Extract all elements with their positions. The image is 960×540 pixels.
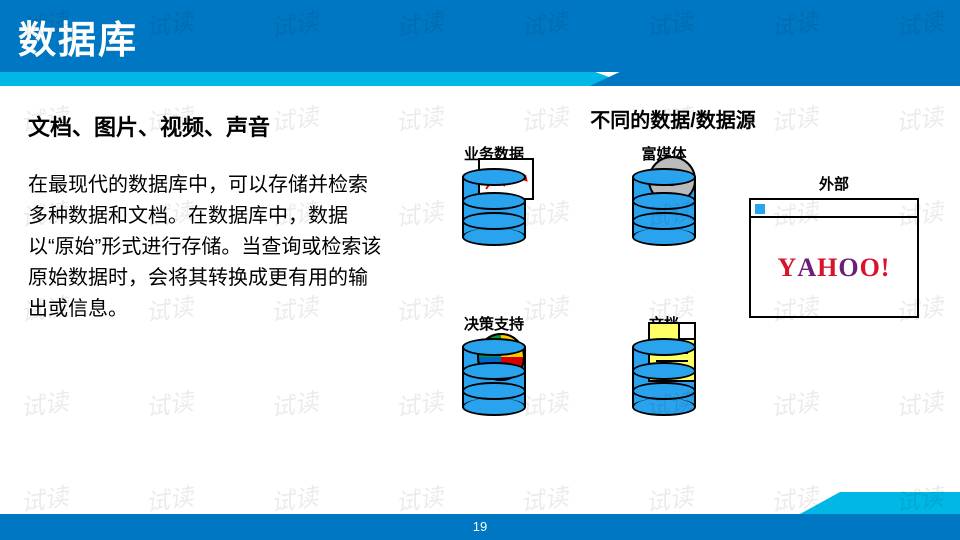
data-source-grid: 业务数据 富媒体: [404, 143, 942, 483]
cell-external: 外部 YAHOO!: [744, 173, 924, 318]
database-icon: [632, 338, 696, 416]
slide-title: 数据库: [18, 9, 138, 64]
yahoo-logo: YAHOO!: [751, 218, 917, 318]
left-heading: 文档、图片、视频、声音: [28, 110, 384, 142]
footer-bar: 19: [0, 514, 960, 540]
label-decision: 决策支持: [424, 313, 564, 334]
title-bar: 数据库: [0, 0, 960, 72]
database-icon: [462, 338, 526, 416]
left-body-text: 在最现代的数据库中，可以存储并检索多种数据和文档。在数据库中，数据以“原始”形式…: [28, 170, 384, 325]
divider-accent-right: [590, 72, 960, 86]
cell-rich-media: 富媒体: [594, 143, 734, 258]
database-icon: [632, 168, 696, 246]
left-column: 文档、图片、视频、声音 在最现代的数据库中，可以存储并检索多种数据和文档。在数据…: [0, 100, 400, 504]
slide: 数据库 文档、图片、视频、声音 在最现代的数据库中，可以存储并检索多种数据和文档…: [0, 0, 960, 540]
cell-business-data: 业务数据: [424, 143, 564, 258]
page-number: 19: [473, 519, 487, 534]
label-external: 外部: [744, 173, 924, 194]
cell-decision-support: 决策支持: [424, 313, 564, 428]
browser-window-icon: YAHOO!: [749, 198, 919, 318]
cell-document: 文档: [594, 313, 734, 428]
right-heading: 不同的数据/数据源: [404, 104, 942, 133]
content-area: 文档、图片、视频、声音 在最现代的数据库中，可以存储并检索多种数据和文档。在数据…: [0, 100, 960, 504]
browser-titlebar: [751, 200, 917, 218]
database-icon: [462, 168, 526, 246]
right-column: 不同的数据/数据源 业务数据: [400, 100, 960, 504]
